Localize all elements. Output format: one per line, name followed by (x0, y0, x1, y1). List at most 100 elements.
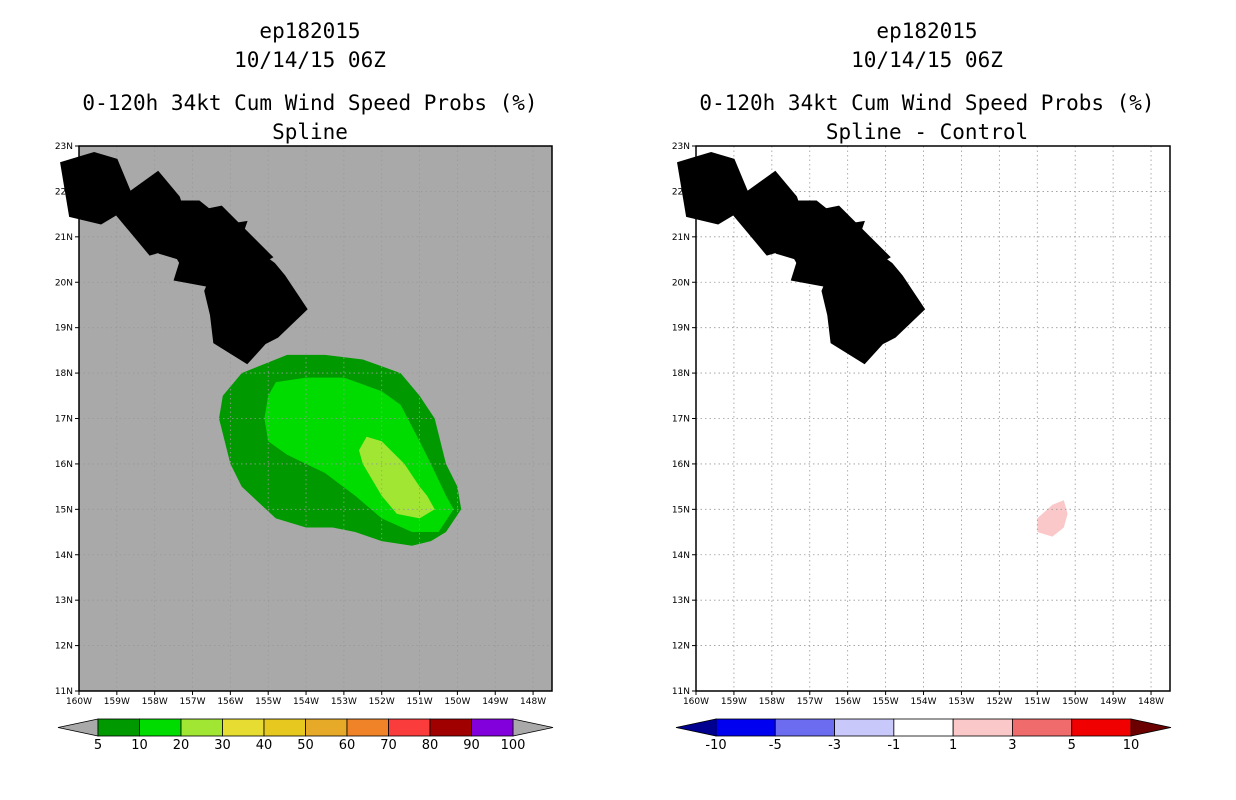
chart-subtitle: Spline (272, 120, 348, 144)
x-tick-label: 149W (1100, 697, 1126, 707)
colorbar-swatch (346, 718, 389, 737)
colorbar-label: 80 (422, 738, 439, 753)
colorbar-label: 70 (380, 738, 397, 753)
y-tick-label: 21N (672, 233, 690, 243)
colorbar-high-arrow (512, 718, 554, 737)
y-tick-label: 11N (55, 687, 73, 697)
y-axis-ticks: 11N 12N 13N 14N 15N 16N 17N 18N 19N 20N 21N 22N 23N (672, 142, 696, 697)
colorbar-label: 3 (1008, 738, 1016, 753)
y-tick-label: 17N (55, 415, 73, 425)
y-axis-ticks: 11N 12N 13N 14N 15N 16N 17N 18N 19N 20N 21N 22N 23N (55, 142, 79, 697)
x-tick-label: 151W (407, 697, 433, 707)
colorbar: 5 10 20 30 40 50 60 70 80 90 100 (57, 718, 554, 753)
y-tick-label: 16N (55, 460, 73, 470)
y-tick-label: 15N (55, 505, 73, 515)
colorbar-label: 20 (173, 738, 190, 753)
chart-title: 0-120h 34kt Cum Wind Speed Probs (%) (699, 91, 1154, 115)
x-tick-label: 154W (293, 697, 319, 707)
x-tick-label: 153W (331, 697, 357, 707)
colorbar-label: -10 (705, 738, 726, 753)
y-tick-label: 14N (672, 551, 690, 561)
colorbar-swatch (952, 718, 1013, 737)
x-tick-label: 154W (910, 697, 936, 707)
y-tick-label: 15N (672, 505, 690, 515)
y-tick-label: 14N (55, 551, 73, 561)
x-tick-label: 151W (1024, 697, 1050, 707)
chart-storm-id: ep182015 (259, 19, 360, 43)
x-tick-label: 152W (986, 697, 1012, 707)
colorbar-high-arrow (1130, 718, 1172, 737)
colorbar-label: 90 (463, 738, 480, 753)
x-tick-label: 149W (482, 697, 508, 707)
colorbar-swatch (1071, 718, 1132, 737)
x-tick-label: 152W (369, 697, 395, 707)
y-tick-label: 19N (55, 324, 73, 334)
colorbar-swatch (305, 718, 348, 737)
y-tick-label: 22N (672, 187, 690, 197)
colorbar-swatch (263, 718, 306, 737)
y-tick-label: 11N (672, 687, 690, 697)
chart-storm-id: ep182015 (876, 19, 977, 43)
colorbar-label: 100 (501, 738, 526, 753)
y-tick-label: 16N (672, 460, 690, 470)
y-tick-label: 19N (672, 324, 690, 334)
y-tick-label: 17N (672, 415, 690, 425)
colorbar-label: 10 (131, 738, 148, 753)
y-tick-label: 23N (672, 142, 690, 152)
y-tick-label: 18N (55, 369, 73, 379)
x-axis-ticks: 160W 159W 158W 157W 156W 155W 154W 153W 152W 151W… (66, 691, 546, 707)
colorbar-swatch (429, 718, 472, 737)
y-tick-label: 20N (55, 278, 73, 288)
chart-date: 10/14/15 06Z (234, 48, 386, 72)
colorbar-swatch (180, 718, 223, 737)
colorbar-swatch (1012, 718, 1073, 737)
colorbar-label: 60 (339, 738, 356, 753)
x-tick-label: 160W (66, 697, 92, 707)
y-tick-label: 21N (55, 233, 73, 243)
chart-panel-spline: ep182015 10/14/15 06Z 0-120h 34kt Cum Wi… (55, 19, 554, 753)
x-tick-label: 157W (797, 697, 823, 707)
colorbar-swatch (715, 718, 776, 737)
colorbar-label: 5 (94, 738, 102, 753)
x-tick-label: 150W (444, 697, 470, 707)
difference-regions (1037, 500, 1068, 537)
y-tick-label: 12N (55, 642, 73, 652)
x-tick-label: 158W (142, 697, 168, 707)
x-tick-label: 155W (255, 697, 281, 707)
x-tick-label: 158W (759, 697, 785, 707)
colorbar-label: -1 (887, 738, 900, 753)
chart-subtitle: Spline - Control (826, 120, 1028, 144)
x-tick-label: 148W (1138, 697, 1164, 707)
colorbar-swatch (388, 718, 431, 737)
colorbar-low-arrow (675, 718, 717, 737)
colorbar-swatch (834, 718, 895, 737)
colorbar-label: 40 (256, 738, 273, 753)
y-tick-label: 18N (672, 369, 690, 379)
colorbar-label: -5 (769, 738, 782, 753)
y-tick-label: 13N (55, 596, 73, 606)
x-tick-label: 153W (948, 697, 974, 707)
y-tick-label: 12N (672, 642, 690, 652)
colorbar: -10 -5 -3 -1 1 3 5 10 (675, 718, 1172, 753)
y-tick-label: 20N (672, 278, 690, 288)
colorbar-low-arrow (57, 718, 99, 737)
probability-regions (219, 354, 462, 546)
y-tick-label: 23N (55, 142, 73, 152)
colorbar-label: 5 (1068, 738, 1076, 753)
colorbar-swatch (97, 718, 140, 737)
colorbar-label: 50 (297, 738, 314, 753)
x-tick-label: 156W (835, 697, 861, 707)
x-tick-label: 156W (217, 697, 243, 707)
colorbar-label: 1 (949, 738, 957, 753)
colorbar-label: 10 (1123, 738, 1140, 753)
x-tick-label: 159W (104, 697, 130, 707)
x-tick-label: 160W (683, 697, 709, 707)
y-tick-label: 13N (672, 596, 690, 606)
colorbar-label: -3 (828, 738, 841, 753)
x-axis-ticks: 160W 159W 158W 157W 156W 155W 154W 153W 152W 151W… (683, 691, 1164, 707)
x-tick-label: 148W (520, 697, 546, 707)
x-tick-label: 159W (721, 697, 747, 707)
region-1-3 (1037, 500, 1068, 537)
chart-date: 10/14/15 06Z (851, 48, 1003, 72)
